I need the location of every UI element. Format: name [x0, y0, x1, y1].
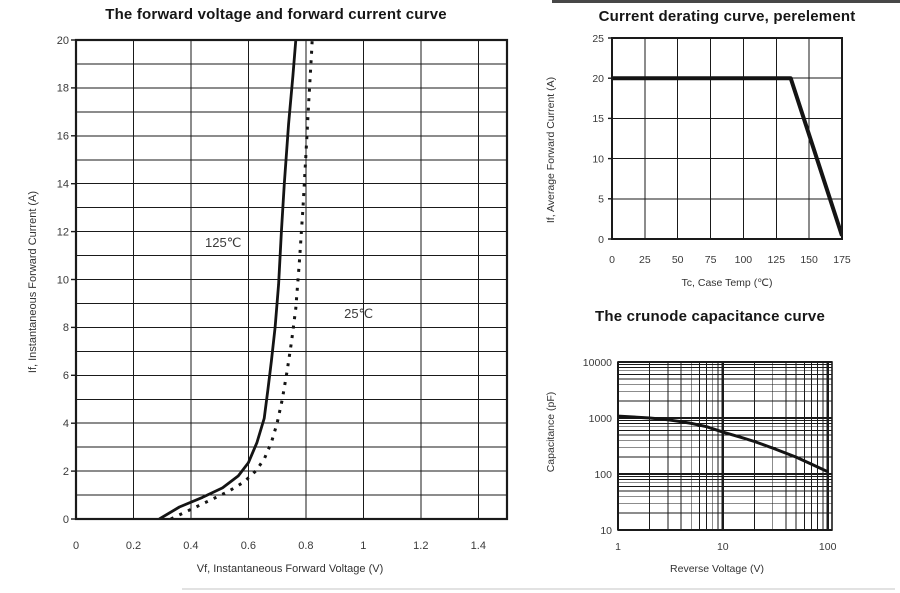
x-tick-label: 0.8 [298, 540, 313, 552]
derating-chart-x-axis-label: Tc, Case Temp (℃) [681, 277, 773, 289]
forward-chart-x-axis-label: Vf, Instantaneous Forward Voltage (V) [196, 563, 384, 575]
y-tick-label: 1000 [589, 413, 613, 425]
y-tick-label: 2 [63, 466, 69, 478]
y-tick-label: 100 [594, 469, 612, 481]
plot-border [611, 37, 843, 240]
y-tick-label: 16 [57, 131, 69, 143]
series-group [158, 39, 314, 520]
y-tick-label: 18 [57, 83, 69, 95]
series-max-average-forward-current [612, 76, 843, 237]
x-tick-label: 10 [717, 541, 729, 553]
y-tick-label: 14 [57, 179, 69, 191]
y-tick-label: 10 [57, 274, 69, 286]
derating-chart-plot: 0 25 50 75 100 125 150 175 0 5 10 15 20 25 [592, 33, 851, 266]
y-tick-label: 12 [57, 226, 69, 238]
top-divider-line [552, 0, 900, 3]
forward-chart-title: The forward voltage and forward current … [105, 6, 447, 23]
series-125C [158, 39, 298, 520]
x-tick-label: 25 [639, 254, 651, 266]
series-group [617, 414, 829, 474]
curve-label-125C: 125℃ [205, 235, 241, 250]
series-junction-capacitance [617, 414, 829, 474]
y-tick-label: 0 [63, 514, 69, 526]
y-tick-label: 20 [57, 35, 69, 47]
derating-chart-title: Current derating curve, perelement [598, 8, 856, 25]
x-tick-label: 1.2 [413, 540, 428, 552]
capacitance-chart-title: The crunode capacitance curve [594, 308, 826, 325]
y-tick-label: 10 [600, 525, 612, 537]
y-tick-label: 6 [63, 370, 69, 382]
x-tick-label: 75 [705, 254, 717, 266]
x-tick-label: 1 [615, 541, 621, 553]
capacitance-chart-x-axis-label: Reverse Voltage (V) [670, 563, 764, 575]
y-tick-label: 25 [592, 33, 604, 45]
y-tick-label: 15 [592, 113, 604, 125]
x-tick-label: 0.2 [126, 540, 141, 552]
x-tick-label: 0 [73, 540, 79, 552]
grid [616, 360, 832, 532]
grid [611, 37, 843, 240]
x-tick-label: 125 [768, 254, 786, 266]
y-tick-label: 10 [592, 153, 604, 165]
grid [75, 39, 507, 520]
y-tick-label: 10000 [583, 357, 612, 369]
y-tick-label: 8 [63, 322, 69, 334]
x-tick-label: 0.6 [241, 540, 256, 552]
y-tick-label: 5 [598, 194, 604, 206]
x-tick-label: 50 [672, 254, 684, 266]
x-tick-label: 175 [833, 254, 851, 266]
y-tick-label: 4 [63, 418, 69, 430]
x-tick-label: 1.4 [471, 540, 486, 552]
y-tick-label: 20 [592, 73, 604, 85]
x-tick-label: 150 [800, 254, 818, 266]
x-tick-label: 0.4 [183, 540, 198, 552]
curve-label-25C: 25℃ [344, 306, 373, 321]
bottom-divider-line [182, 588, 895, 590]
series-group [612, 76, 843, 237]
x-tick-label: 100 [819, 541, 837, 553]
y-tick-label: 0 [598, 234, 604, 246]
forward-chart-plot: 0 0.2 0.4 0.6 0.8 1 1.2 1.4 0 2 4 6 8 10 12 14 16 18 20 125… [57, 35, 509, 552]
x-tick-label: 100 [735, 254, 753, 266]
x-tick-label: 0 [609, 254, 615, 266]
x-tick-label: 1 [360, 540, 366, 552]
plot-border [617, 361, 833, 531]
